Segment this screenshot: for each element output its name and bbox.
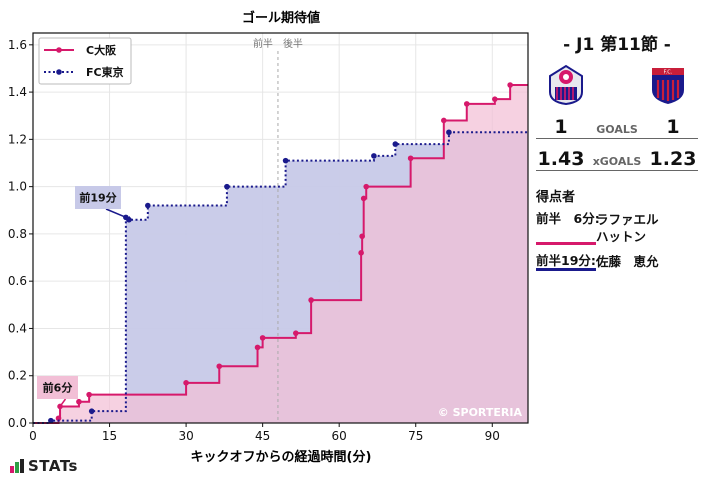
xg-point-home: [259, 335, 266, 341]
x-tick-label: 60: [332, 429, 347, 443]
xg-point-home: [440, 117, 447, 124]
plot-frame: [32, 32, 529, 424]
match-summary-panel: - J1 第11節 - F.C. 1 GOALS 1 1.43 xGOALS 1…: [532, 0, 702, 479]
divider: [536, 138, 698, 139]
y-tick-label: 1.4: [8, 85, 27, 99]
second-half-label: 後半: [283, 37, 303, 50]
xg-point-away: [48, 417, 54, 424]
legend-marker: [56, 69, 62, 75]
xg-point-home: [359, 233, 365, 240]
x-tick-label: 45: [255, 429, 270, 443]
annotation-pointer: [105, 208, 127, 219]
x-tick-label: 75: [408, 429, 423, 443]
scorer-away: 前半19分: 佐藤 恵允: [536, 253, 666, 271]
xg-point-home: [86, 391, 92, 398]
xg-point-home: [308, 297, 314, 303]
xg-point-home: [183, 380, 189, 386]
chart-title: ゴール期待値: [242, 10, 320, 26]
xg-point-home: [76, 398, 82, 405]
goals-label: GOALS: [596, 123, 638, 136]
xg-point-home: [407, 155, 414, 162]
watermark: © SPORTERIA: [438, 406, 523, 419]
annotation-box: [37, 376, 78, 399]
stats-logo-icon: [10, 459, 24, 473]
y-tick-label: 0.6: [8, 274, 27, 288]
away-xg: 1.23: [649, 148, 697, 170]
scorer-time: 前半19分:: [536, 253, 596, 271]
xg-point-away: [145, 202, 151, 209]
xg-point-home: [363, 183, 370, 190]
goals-row: 1 GOALS 1: [536, 116, 698, 138]
y-tick-label: 1.2: [8, 132, 27, 146]
half-time-marker: 前半 後半: [253, 37, 303, 423]
xg-point-home: [55, 415, 62, 422]
scorer-name: 佐藤 恵允: [596, 254, 659, 269]
scorers-title: 得点者: [536, 190, 576, 205]
scorer-time: 前半 6分:: [536, 211, 600, 245]
xg-point-home: [254, 344, 261, 351]
x-axis-label: キックオフからの経過時間(分): [191, 449, 372, 465]
xg-point-home: [492, 96, 498, 102]
xg-point-away: [392, 141, 399, 147]
xg-point-home: [360, 195, 367, 202]
x-tick-label: 90: [485, 429, 500, 443]
plot-border: [32, 32, 529, 424]
xg-point-home: [507, 82, 513, 88]
first-half-label: 前半: [253, 37, 273, 50]
annotation-label: 前6分: [43, 381, 73, 395]
goal-annotations: 前6分 前19分: [37, 186, 127, 407]
y-tick-label: 0.2: [8, 369, 27, 383]
legend: C大阪 FC東京: [38, 37, 132, 85]
xgoals-row: 1.43 xGOALS 1.23: [536, 148, 698, 170]
y-tick-label: 0.8: [8, 227, 27, 241]
legend-label: FC東京: [86, 65, 124, 79]
xg-lines: [33, 82, 528, 424]
home-crest-icon: [546, 62, 586, 106]
axis-ticks: 0 15 30 45 60 75 90 0.0 0.2 0.4 0.6 0.8 1.0 1.2 1.4 1.6: [8, 38, 500, 443]
y-tick-label: 1.0: [8, 180, 27, 194]
x-tick-label: 15: [102, 429, 117, 443]
annotation-pointer: [59, 398, 67, 407]
scorer-home: 前半 6分: ラファエル ハットン: [536, 211, 666, 245]
xg-point-away: [371, 153, 377, 159]
x-tick-label: 0: [29, 429, 37, 443]
xg-point-away: [88, 408, 95, 414]
y-tick-label: 0.4: [8, 321, 27, 335]
annotation-label: 前19分: [79, 191, 116, 205]
xg-point-away: [126, 216, 132, 223]
away-crest-icon: F.C.: [648, 62, 688, 106]
xgoals-label: xGOALS: [592, 155, 642, 168]
divider: [536, 170, 698, 171]
x-tick-label: 30: [178, 429, 193, 443]
annotation-box: [75, 186, 121, 209]
stats-logo: STATs: [10, 457, 78, 475]
home-xg: 1.43: [537, 148, 585, 170]
xg-point-home: [358, 250, 364, 256]
match-title: - J1 第11節 -: [563, 35, 671, 55]
stats-logo-text: STATs: [28, 457, 78, 475]
xg-area-home: [33, 85, 528, 423]
svg-text:F.C.: F.C.: [664, 70, 673, 76]
xg-point-away: [446, 129, 452, 136]
xg-point-away: [282, 157, 289, 164]
legend-label: C大阪: [86, 43, 117, 57]
xg-point-home: [463, 101, 470, 107]
xg-point-away: [224, 183, 230, 190]
xg-point-home: [293, 330, 299, 336]
xg-line-home: [33, 84, 528, 424]
home-goals: 1: [554, 116, 568, 138]
xg-line-away: [33, 131, 528, 424]
y-tick-label: 1.6: [8, 38, 27, 52]
scorer-name: ラファエル ハットン: [596, 212, 659, 244]
y-tick-label: 0.0: [8, 416, 27, 430]
xg-areas: [33, 85, 528, 424]
legend-marker: [56, 47, 62, 53]
away-goals: 1: [666, 116, 680, 138]
xg-point-home: [216, 363, 223, 370]
